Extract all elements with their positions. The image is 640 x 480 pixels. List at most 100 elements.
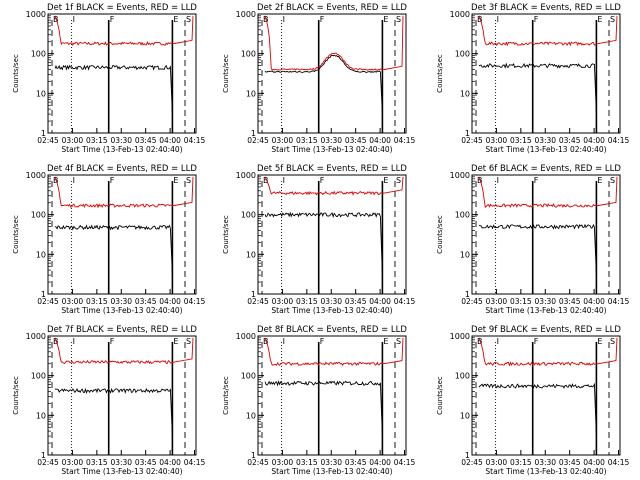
x-tick-label: 02:45 bbox=[37, 458, 59, 467]
marker-label: S bbox=[610, 176, 615, 185]
marker-label: I bbox=[283, 337, 285, 346]
y-tick-label: 1 bbox=[41, 451, 46, 460]
x-tick-label: 03:30 bbox=[110, 136, 132, 145]
marker-label: B bbox=[53, 15, 59, 24]
x-tick-label: 02:45 bbox=[247, 297, 269, 306]
marker-label: F bbox=[320, 15, 325, 24]
panel-title: Det 9f BLACK = Events, RED = LLD bbox=[471, 325, 621, 335]
x-axis-label: Start Time (13-Feb-13 02:40:40) bbox=[271, 145, 392, 154]
marker-label: E bbox=[383, 15, 388, 24]
y-axis-label: Counts/sec bbox=[222, 215, 230, 254]
y-tick-label: 10 bbox=[246, 411, 256, 420]
marker-label: B bbox=[53, 337, 59, 346]
marker-label: I bbox=[73, 337, 75, 346]
y-tick-label: 100 bbox=[241, 372, 256, 381]
x-tick-label: 03:00 bbox=[272, 297, 294, 306]
y-tick-label: 1000 bbox=[236, 332, 256, 341]
panel-title: Det 5f BLACK = Events, RED = LLD bbox=[257, 164, 407, 174]
x-tick-label: 04:00 bbox=[369, 458, 391, 467]
marker-label: I bbox=[497, 15, 499, 24]
x-tick-label: 03:45 bbox=[135, 136, 157, 145]
marker-label: I bbox=[497, 337, 499, 346]
y-tick-label: 1000 bbox=[450, 332, 470, 341]
x-tick-label: 03:15 bbox=[296, 136, 318, 145]
marker-label: E bbox=[173, 176, 178, 185]
y-tick-label: 1 bbox=[465, 290, 470, 299]
marker-label: E bbox=[383, 176, 388, 185]
y-tick-label: 1000 bbox=[26, 10, 46, 19]
x-tick-label: 04:15 bbox=[394, 136, 416, 145]
series-events-line bbox=[54, 224, 173, 276]
x-tick-label: 02:45 bbox=[461, 458, 483, 467]
x-tick-label: 03:45 bbox=[345, 458, 367, 467]
y-axis-label: Counts/sec bbox=[12, 215, 20, 254]
plot-frame bbox=[257, 335, 407, 456]
marker-label: I bbox=[283, 176, 285, 185]
x-axis-label: Start Time (13-Feb-13 02:40:40) bbox=[485, 467, 606, 476]
marker-label: E bbox=[173, 337, 178, 346]
y-tick-label: 100 bbox=[31, 211, 46, 220]
marker-label: S bbox=[186, 176, 191, 185]
x-tick-label: 03:30 bbox=[534, 458, 556, 467]
panel-det-6: Det 6f BLACK = Events, RED = LLD 1 10 100 10… bbox=[436, 164, 630, 315]
y-tick-label: 100 bbox=[455, 50, 470, 59]
x-tick-label: 02:45 bbox=[37, 136, 59, 145]
panel-title: Det 2f BLACK = Events, RED = LLD bbox=[257, 3, 407, 13]
y-tick-label: 10 bbox=[36, 411, 46, 420]
x-tick-label: 03:30 bbox=[320, 297, 342, 306]
marker-label: E bbox=[597, 15, 602, 24]
x-tick-label: 04:00 bbox=[583, 297, 605, 306]
y-tick-label: 10 bbox=[246, 89, 256, 98]
x-tick-label: 03:45 bbox=[559, 458, 581, 467]
x-tick-label: 03:30 bbox=[320, 458, 342, 467]
y-tick-label: 10 bbox=[36, 89, 46, 98]
marker-label: B bbox=[477, 15, 483, 24]
marker-label: E bbox=[597, 337, 602, 346]
y-tick-label: 1 bbox=[465, 129, 470, 138]
marker-label: B bbox=[263, 337, 269, 346]
x-tick-label: 03:45 bbox=[559, 136, 581, 145]
plot-frame bbox=[257, 174, 407, 295]
y-tick-label: 100 bbox=[31, 372, 46, 381]
series-events-line bbox=[264, 211, 383, 276]
marker-label: F bbox=[534, 176, 539, 185]
series-events-line bbox=[264, 54, 383, 115]
x-tick-label: 04:00 bbox=[369, 136, 391, 145]
y-tick-label: 1 bbox=[465, 451, 470, 460]
marker-label: I bbox=[73, 176, 75, 185]
panel-title: Det 4f BLACK = Events, RED = LLD bbox=[47, 164, 197, 174]
y-axis-label: Counts/sec bbox=[12, 54, 20, 93]
x-tick-label: 04:00 bbox=[159, 136, 181, 145]
y-axis-label: Counts/sec bbox=[436, 54, 444, 93]
x-tick-label: 03:45 bbox=[135, 297, 157, 306]
panel-title: Det 8f BLACK = Events, RED = LLD bbox=[257, 325, 407, 335]
y-axis-label: Counts/sec bbox=[222, 54, 230, 93]
marker-label: I bbox=[497, 176, 499, 185]
x-axis-label: Start Time (13-Feb-13 02:40:40) bbox=[61, 467, 182, 476]
x-tick-label: 02:45 bbox=[37, 297, 59, 306]
x-axis-label: Start Time (13-Feb-13 02:40:40) bbox=[271, 467, 392, 476]
series-lld-line bbox=[54, 15, 194, 46]
x-tick-label: 03:00 bbox=[486, 458, 508, 467]
x-axis-label: Start Time (13-Feb-13 02:40:40) bbox=[485, 145, 606, 154]
x-axis-label: Start Time (13-Feb-13 02:40:40) bbox=[61, 145, 182, 154]
marker-label: S bbox=[186, 337, 191, 346]
marker-label: S bbox=[610, 337, 615, 346]
x-tick-label: 04:00 bbox=[159, 458, 181, 467]
x-tick-label: 04:15 bbox=[608, 458, 630, 467]
series-lld-line bbox=[478, 15, 618, 47]
x-tick-label: 04:00 bbox=[583, 136, 605, 145]
x-tick-label: 03:00 bbox=[486, 297, 508, 306]
marker-label: E bbox=[173, 15, 178, 24]
y-tick-label: 1000 bbox=[26, 171, 46, 180]
plot-frame bbox=[471, 13, 621, 134]
y-axis-label: Counts/sec bbox=[436, 376, 444, 415]
x-tick-label: 03:00 bbox=[486, 136, 508, 145]
x-tick-label: 02:45 bbox=[461, 297, 483, 306]
y-tick-label: 100 bbox=[241, 211, 256, 220]
marker-label: I bbox=[283, 15, 285, 24]
x-tick-label: 02:45 bbox=[247, 458, 269, 467]
y-tick-label: 10 bbox=[246, 250, 256, 259]
x-tick-label: 02:45 bbox=[247, 136, 269, 145]
